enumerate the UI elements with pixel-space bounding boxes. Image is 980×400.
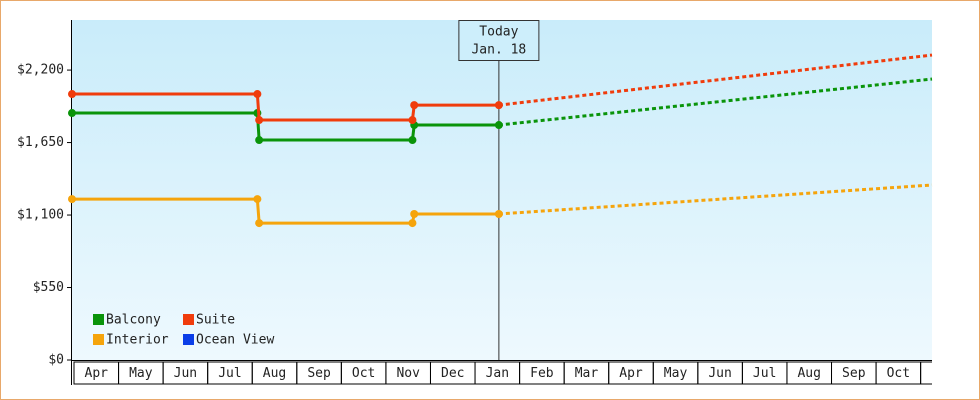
x-tick-label: Sep (307, 366, 331, 381)
x-tick-label: Dec (441, 366, 464, 381)
x-tick-label: Jul (753, 366, 776, 381)
today-box (458, 20, 540, 61)
legend-swatch (93, 334, 104, 345)
forecast-line (498, 53, 933, 107)
x-tick-label: Jun (174, 366, 197, 381)
legend-label: Suite (196, 313, 235, 328)
y-tick-label: $0 (48, 353, 64, 368)
point (253, 90, 262, 99)
point (253, 195, 262, 204)
legend-label: Interior (106, 333, 169, 348)
legend-label: Ocean View (196, 333, 274, 348)
x-tick-label: Apr (85, 366, 109, 381)
x-tick-label: Oct (887, 366, 910, 381)
y-tick-label: $2,200 (17, 63, 64, 78)
x-tick-label: Jun (708, 366, 731, 381)
y-tick-label: $550 (33, 280, 64, 295)
y-tick-label: $1,100 (17, 208, 64, 223)
x-tick-label: May (129, 366, 153, 381)
x-tick-label: Feb (530, 366, 554, 381)
legend-label: Balcony (106, 313, 161, 328)
x-tick-label: Sep (842, 366, 866, 381)
point (410, 209, 419, 218)
today-date: Jan. 18 (471, 43, 526, 58)
y-tick-label: $1,650 (17, 135, 64, 150)
forecast-line (498, 183, 933, 216)
series-line (72, 111, 499, 142)
point (68, 109, 76, 118)
x-tick-label: Apr (619, 366, 643, 381)
x-tick-label: Aug (263, 366, 286, 381)
point (255, 136, 264, 145)
x-tick-label: May (664, 366, 688, 381)
legend-swatch (183, 334, 194, 345)
x-tick-label: Jul (218, 366, 241, 381)
point (255, 219, 264, 228)
point (494, 121, 503, 130)
forecast-line (498, 77, 933, 127)
today-label: Today (479, 25, 518, 40)
point (410, 101, 419, 110)
series-line (72, 197, 499, 225)
point (408, 219, 417, 228)
legend-swatch (93, 314, 104, 325)
series-line (72, 92, 499, 122)
point (408, 136, 417, 145)
x-tick-label: Mar (575, 366, 599, 381)
x-tick-label: Aug (797, 366, 820, 381)
point (494, 101, 503, 110)
x-tick-label: Nov (396, 366, 420, 381)
point (494, 209, 503, 218)
plot-area (72, 20, 932, 360)
point (408, 116, 417, 125)
point (255, 116, 264, 125)
month-cell (920, 361, 932, 385)
x-tick-label: Jan (486, 366, 509, 381)
x-tick-label: Oct (352, 366, 375, 381)
point (68, 195, 76, 204)
legend-swatch (183, 314, 194, 325)
point (68, 90, 76, 99)
